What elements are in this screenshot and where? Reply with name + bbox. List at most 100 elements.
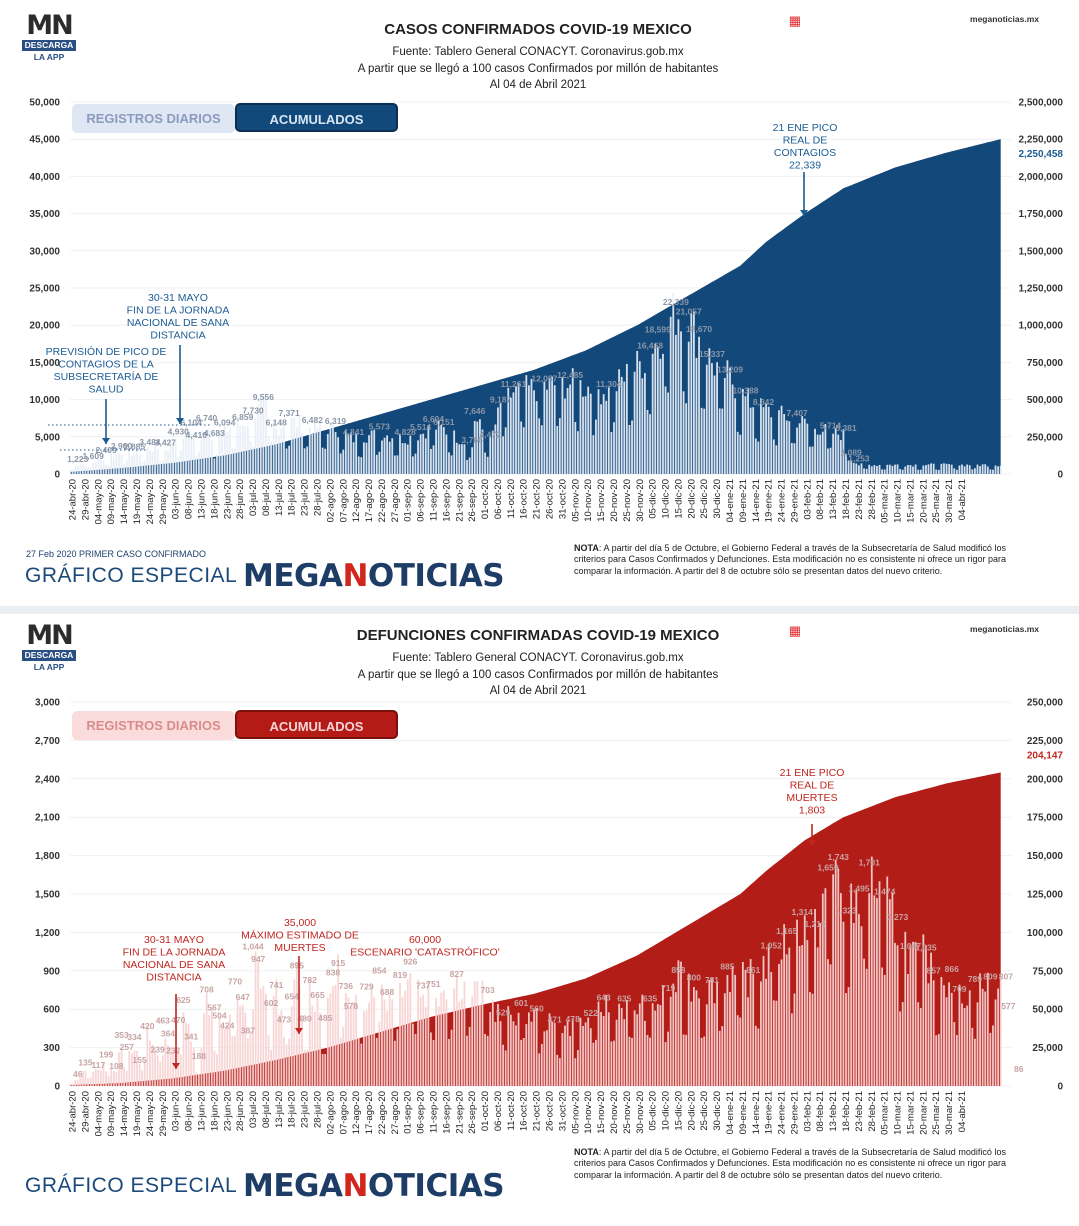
daily-value-label: 654 [285, 991, 299, 1001]
annotation-arrowhead [800, 210, 808, 216]
daily-value-label: 522 [584, 1008, 598, 1018]
tab-daily-records[interactable]: REGISTROS DIARIOS [72, 711, 235, 740]
share-icon[interactable]: ▦ [788, 13, 801, 28]
daily-bar [548, 1013, 551, 1086]
daily-bar [860, 926, 863, 1086]
daily-bar [888, 464, 891, 474]
daily-bar [393, 455, 396, 474]
daily-bar [259, 988, 262, 1086]
daily-bar [592, 1042, 595, 1086]
daily-bar [450, 1029, 453, 1086]
daily-bar [357, 1038, 360, 1086]
daily-value-label: 6,740 [196, 413, 218, 423]
daily-bar [966, 464, 969, 474]
daily-value-label: 1,323 [835, 906, 857, 916]
daily-bar [556, 426, 559, 474]
daily-value-label: 5,714 [820, 420, 842, 430]
daily-bar [543, 1031, 546, 1086]
right-axis-tick: 2,250,000 [1019, 135, 1064, 146]
tab-cumulative[interactable]: ACUMULADOS [235, 103, 398, 132]
annotation-arrowhead [102, 438, 110, 444]
daily-bar [901, 1002, 904, 1086]
daily-bar [741, 961, 744, 1086]
daily-value-label: 770 [228, 976, 242, 986]
daily-bar [110, 454, 113, 474]
x-axis-date-tick: 04-abr-21 [957, 479, 968, 520]
annotation-line: FIN DE LA JORNADA [127, 305, 230, 317]
meganoticias-logo[interactable]: MN DESCARGA LA APP [22, 12, 76, 63]
daily-bar [105, 464, 107, 474]
right-axis-tick: 175,000 [1027, 813, 1064, 824]
tab-daily-records[interactable]: REGISTROS DIARIOS [72, 104, 235, 133]
daily-bar [955, 1035, 958, 1086]
daily-bar [455, 442, 458, 474]
daily-bar [925, 465, 927, 474]
daily-bar [195, 1072, 198, 1086]
daily-bar [711, 363, 713, 474]
daily-bar [520, 421, 523, 474]
daily-bar [259, 399, 262, 474]
daily-bar [149, 450, 151, 474]
daily-bar [762, 407, 765, 474]
daily-bar [339, 453, 342, 474]
daily-bar [785, 954, 788, 1086]
x-axis-date-tick: 14-may-20 [119, 479, 130, 524]
daily-value-label: 11,304 [596, 379, 622, 389]
daily-bar [383, 999, 386, 1086]
daily-bar [378, 451, 381, 474]
daily-bar [672, 983, 675, 1086]
daily-bar [466, 460, 468, 474]
daily-bar [182, 438, 185, 474]
daily-bar [481, 429, 484, 474]
daily-bar [164, 450, 167, 474]
left-axis-tick: 15,000 [29, 358, 60, 369]
daily-bar [842, 921, 845, 1086]
daily-bar [221, 430, 224, 474]
daily-bar [308, 427, 311, 474]
wordmark-part-1: MEGA [243, 558, 343, 594]
daily-bar [561, 1033, 564, 1086]
daily-bar [476, 421, 479, 474]
daily-bar [801, 416, 804, 474]
daily-bar [311, 433, 314, 474]
tab-cumulative[interactable]: ACUMULADOS [235, 710, 398, 739]
annotation-line: MUERTES [274, 942, 325, 954]
share-icon[interactable]: ▦ [788, 623, 801, 638]
daily-value-label: 703 [481, 985, 495, 995]
x-axis-date-tick: 03-jul-20 [248, 1091, 259, 1128]
daily-bar [187, 1023, 190, 1086]
daily-bar [437, 420, 440, 474]
chart-subtitle-3: Al 04 de Abril 2021 [489, 79, 587, 91]
daily-bar [363, 1011, 365, 1086]
daily-value-label: 807 [999, 972, 1013, 982]
daily-bar [778, 410, 780, 474]
daily-bar [582, 1025, 584, 1086]
daily-bar [146, 1025, 149, 1086]
daily-bar [664, 386, 667, 474]
daily-bar [118, 1052, 120, 1086]
daily-value-label: 737 [416, 981, 430, 991]
daily-value-label: 688 [380, 987, 394, 997]
daily-bar [479, 1004, 481, 1086]
daily-bar [406, 444, 409, 474]
daily-value-label: 239 [151, 1044, 165, 1054]
chart-subtitle-2: A partir que se llegó a 100 casos Confir… [357, 62, 719, 75]
x-axis-date-tick: 29-may-20 [158, 479, 169, 524]
daily-bar [427, 425, 430, 474]
daily-bar [687, 341, 690, 474]
daily-value-label: 6,319 [325, 416, 347, 426]
daily-bar [873, 895, 876, 1086]
daily-bar [901, 469, 904, 474]
meganoticias-logo[interactable]: MN DESCARGA LA APP [22, 622, 76, 673]
daily-value-label: 420 [140, 1021, 154, 1031]
daily-bar [762, 956, 765, 1086]
wordmark-part-3: OTICIAS [367, 558, 505, 594]
daily-bar [579, 380, 582, 474]
daily-bar [711, 978, 713, 1086]
daily-value-label: 7,371 [278, 408, 300, 418]
daily-value-label: 480 [298, 1014, 312, 1024]
daily-value-label: 915 [331, 958, 345, 968]
annotation-line: 21 ENE PICO [780, 767, 845, 779]
daily-bar [334, 984, 337, 1086]
daily-bar [494, 1021, 497, 1086]
